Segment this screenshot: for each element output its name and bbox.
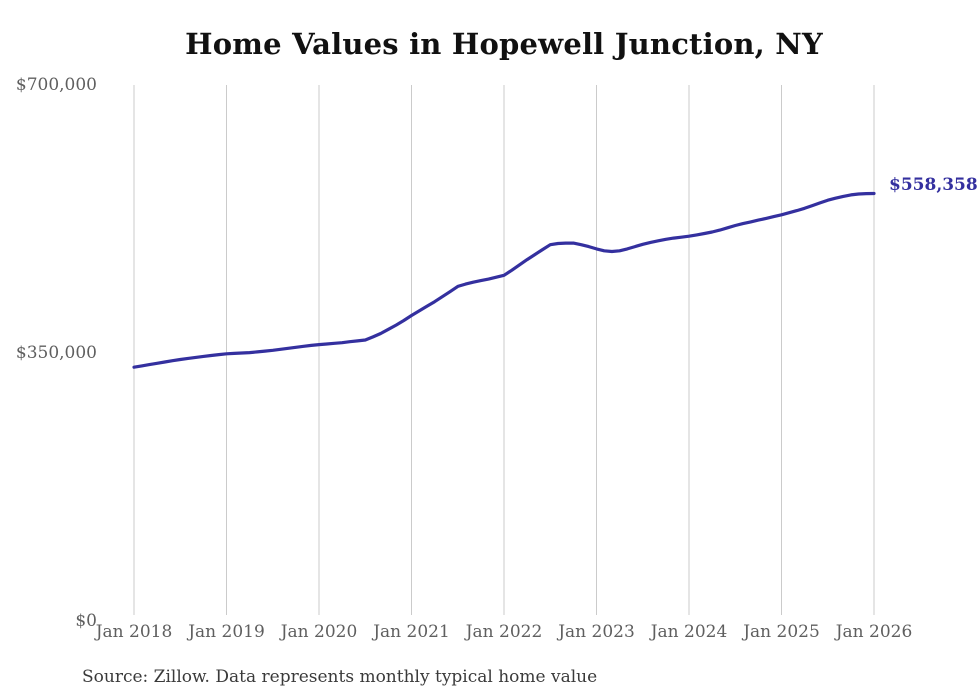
x-axis-tick-jan-2024: Jan 2024: [650, 622, 728, 642]
source-note: Source: Zillow. Data represents monthly …: [82, 667, 598, 687]
end-value-label: $558,358: [889, 175, 978, 196]
x-axis-tick-jan-2022: Jan 2022: [465, 622, 543, 642]
y-axis-tick-350000: $350,000: [15, 343, 97, 363]
x-axis-tick-jan-2018: Jan 2018: [95, 622, 173, 642]
chart-title: Home Values in Hopewell Junction, NY: [185, 27, 823, 61]
x-axis-tick-jan-2025: Jan 2025: [743, 622, 820, 642]
x-axis-tick-jan-2023: Jan 2023: [558, 622, 635, 642]
gridlines: [133, 85, 875, 615]
x-axis-tick-jan-2020: Jan 2020: [280, 622, 358, 642]
x-axis-tick-jan-2021: Jan 2021: [373, 622, 450, 642]
home-values-line: [132, 191, 876, 369]
y-axis-tick-700000: $700,000: [15, 75, 97, 95]
x-axis-tick-jan-2019: Jan 2019: [188, 622, 265, 642]
y-axis-tick-0: $0: [75, 611, 97, 631]
x-axis-tick-jan-2026: Jan 2026: [835, 622, 913, 642]
